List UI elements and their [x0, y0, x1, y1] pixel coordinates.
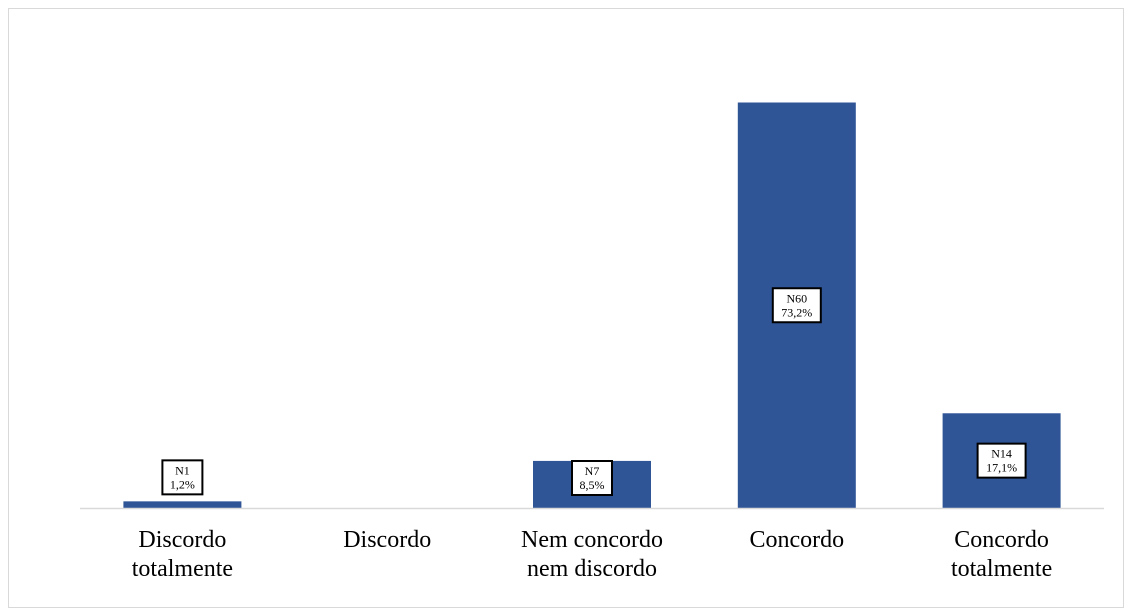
data-label-percent-2: 8,5% [580, 478, 605, 492]
data-label-box-4 [976, 442, 1027, 479]
x-tick-label-3-0: Concordo [749, 527, 844, 553]
x-tick-label-2-0: Nem concordo [521, 527, 663, 553]
data-label-percent-4: 17,1% [986, 461, 1017, 475]
data-label-box-0 [161, 459, 204, 496]
data-label-box-3 [771, 287, 822, 324]
data-label-count-2: N7 [585, 464, 600, 478]
x-tick-label-0-0: Discordo [138, 527, 226, 553]
x-tick-label-4-0: Concordo [954, 527, 1049, 553]
data-label-box-2 [571, 460, 613, 496]
data-label-percent-3: 73,2% [781, 305, 812, 319]
data-label-count-3: N60 [786, 291, 807, 305]
x-tick-label-2-1: nem discordo [527, 556, 657, 582]
x-tick-label-0-1: totalmente [132, 556, 233, 582]
x-tick-label-1-0: Discordo [343, 527, 431, 553]
data-label-count-0: N1 [175, 463, 190, 477]
data-label-percent-0: 1,2% [170, 477, 195, 491]
x-tick-label-4-1: totalmente [951, 556, 1052, 582]
data-label-count-4: N14 [991, 447, 1012, 461]
bar-0 [123, 501, 242, 508]
